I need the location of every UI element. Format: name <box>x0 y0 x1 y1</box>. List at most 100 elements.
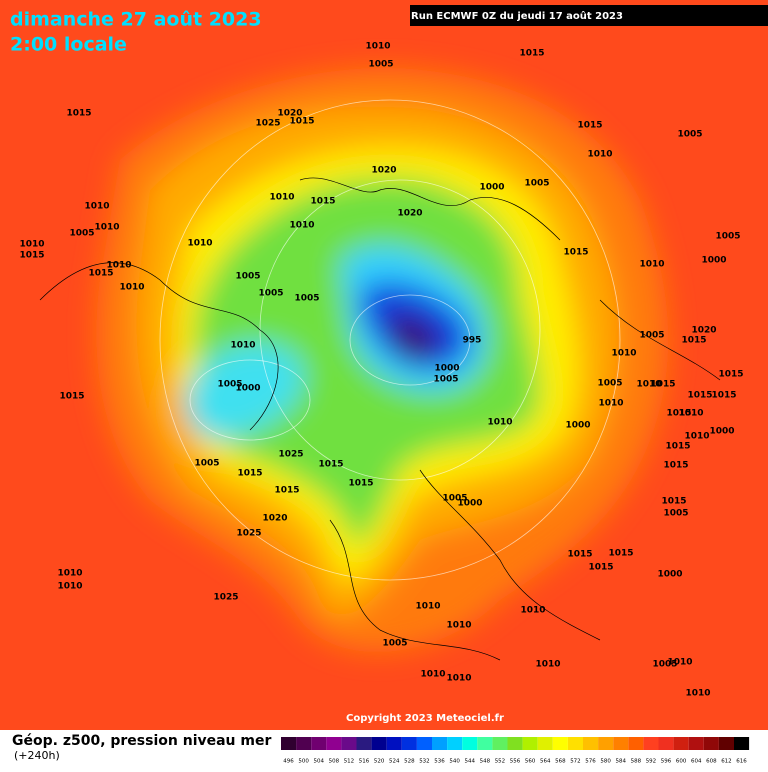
isobar-label: 1015 <box>687 391 712 401</box>
isobar-label: 1015 <box>608 549 633 559</box>
scale-swatch <box>598 737 614 750</box>
isobar-label: 1005 <box>194 459 219 469</box>
scale-label: 548 <box>480 759 491 765</box>
isobar-label: 1010 <box>57 582 82 592</box>
lead-time: (+240h) <box>14 749 60 762</box>
isobar-label: 1015 <box>289 117 314 127</box>
isobar-label: 1015 <box>681 336 706 346</box>
scale-swatch <box>447 737 463 750</box>
isobar-label: 1010 <box>446 674 471 684</box>
isobar-label: 1010 <box>611 349 636 359</box>
scale-swatch <box>734 737 750 750</box>
scale-label: 568 <box>555 759 566 765</box>
isobar-label: 1010 <box>684 432 709 442</box>
isobar-label: 1005 <box>258 289 283 299</box>
isobar-label: 1000 <box>657 570 682 580</box>
scale-swatch <box>386 737 402 750</box>
isobar-label: 1010 <box>230 341 255 351</box>
scale-label: 532 <box>419 759 430 765</box>
isobar-label: 1015 <box>19 251 44 261</box>
isobar-label: 1010 <box>84 202 109 212</box>
scale-label: 540 <box>449 759 460 765</box>
isobar-label: 1005 <box>677 130 702 140</box>
isobar-label: 1010 <box>685 689 710 699</box>
isobar-label: 1025 <box>236 529 261 539</box>
isobar-label: 1005 <box>294 294 319 304</box>
isobar-label: 1020 <box>277 109 302 119</box>
scale-label: 596 <box>661 759 672 765</box>
isobar-label: 1010 <box>487 418 512 428</box>
isobar-label: 1015 <box>274 486 299 496</box>
scale-label: 608 <box>706 759 717 765</box>
scale-swatch <box>688 737 704 750</box>
scale-label: 508 <box>329 759 340 765</box>
isobar-label: 1025 <box>213 593 238 603</box>
scale-swatch <box>462 737 478 750</box>
scale-swatch <box>477 737 493 750</box>
isobar-label: 1005 <box>442 494 467 504</box>
isobar-label: 1020 <box>397 209 422 219</box>
isobar-label: 1010 <box>106 261 131 271</box>
scale-label: 588 <box>631 759 642 765</box>
scale-label: 592 <box>646 759 657 765</box>
isobar-label: 1000 <box>709 427 734 437</box>
scale-label: 564 <box>540 759 551 765</box>
isobar-label: 1005 <box>382 639 407 649</box>
scale-label: 528 <box>404 759 415 765</box>
scale-swatch <box>311 737 327 750</box>
run-info: Run ECMWF 0Z du jeudi 17 août 2023 <box>411 10 623 22</box>
scale-swatch <box>416 737 432 750</box>
scale-label: 552 <box>495 759 506 765</box>
scale-label: 544 <box>465 759 476 765</box>
scale-swatch <box>567 737 583 750</box>
isobar-label: 1005 <box>368 60 393 70</box>
local-time: 2:00 locale <box>10 34 127 56</box>
isobar-label: 1000 <box>479 183 504 193</box>
isobar-label: 1010 <box>678 409 703 419</box>
isobar-label: 1015 <box>348 479 373 489</box>
run-box <box>410 5 768 26</box>
isobar-label: 1015 <box>666 409 691 419</box>
isobar-label: 1015 <box>577 121 602 131</box>
scale-swatch <box>628 737 644 750</box>
scale-swatch <box>537 737 553 750</box>
color-scale: 496 500 504 508 512 516 520 524 528 532 536 540 544 5… <box>281 737 750 765</box>
isobar-label: 1000 <box>235 384 260 394</box>
scale-swatch <box>552 737 568 750</box>
scale-swatch <box>703 737 719 750</box>
isobar-label: 1010 <box>269 193 294 203</box>
isobar-label: 1015 <box>663 461 688 471</box>
scale-label: 500 <box>298 759 309 765</box>
scale-swatch <box>371 737 387 750</box>
isobar-label: 1010 <box>520 606 545 616</box>
isobar-label: 995 <box>463 336 482 346</box>
isobar-label: 1000 <box>565 421 590 431</box>
isobar-label: 1015 <box>237 469 262 479</box>
scale-label: 524 <box>389 759 400 765</box>
isobar-label: 1000 <box>434 364 459 374</box>
scale-swatch <box>401 737 417 750</box>
scale-swatch <box>673 737 689 750</box>
isobar-label: 1010 <box>415 602 440 612</box>
isobar-label: 1015 <box>519 49 544 59</box>
isobar-label: 1015 <box>711 391 736 401</box>
isobar-label: 1015 <box>650 380 675 390</box>
scale-swatch <box>507 737 523 750</box>
scale-label: 504 <box>314 759 325 765</box>
scale-label: 556 <box>510 759 521 765</box>
isobar-label: 1010 <box>446 621 471 631</box>
isobar-label: 1010 <box>94 223 119 233</box>
scale-label: 616 <box>736 759 747 765</box>
field-title: Géop. z500, pression niveau mer <box>12 733 271 749</box>
isobar-label: 1015 <box>665 442 690 452</box>
scale-swatch <box>583 737 599 750</box>
scale-label: 516 <box>359 759 370 765</box>
isobar-label: 1015 <box>718 370 743 380</box>
isobar-label: 1005 <box>652 660 677 670</box>
isobar-label: 1025 <box>255 119 280 129</box>
isobar-label: 1015 <box>310 197 335 207</box>
isobar-label: 1025 <box>278 450 303 460</box>
isobar-label: 1005 <box>597 379 622 389</box>
isobar-label: 1015 <box>59 392 84 402</box>
isobar-label: 1010 <box>639 260 664 270</box>
